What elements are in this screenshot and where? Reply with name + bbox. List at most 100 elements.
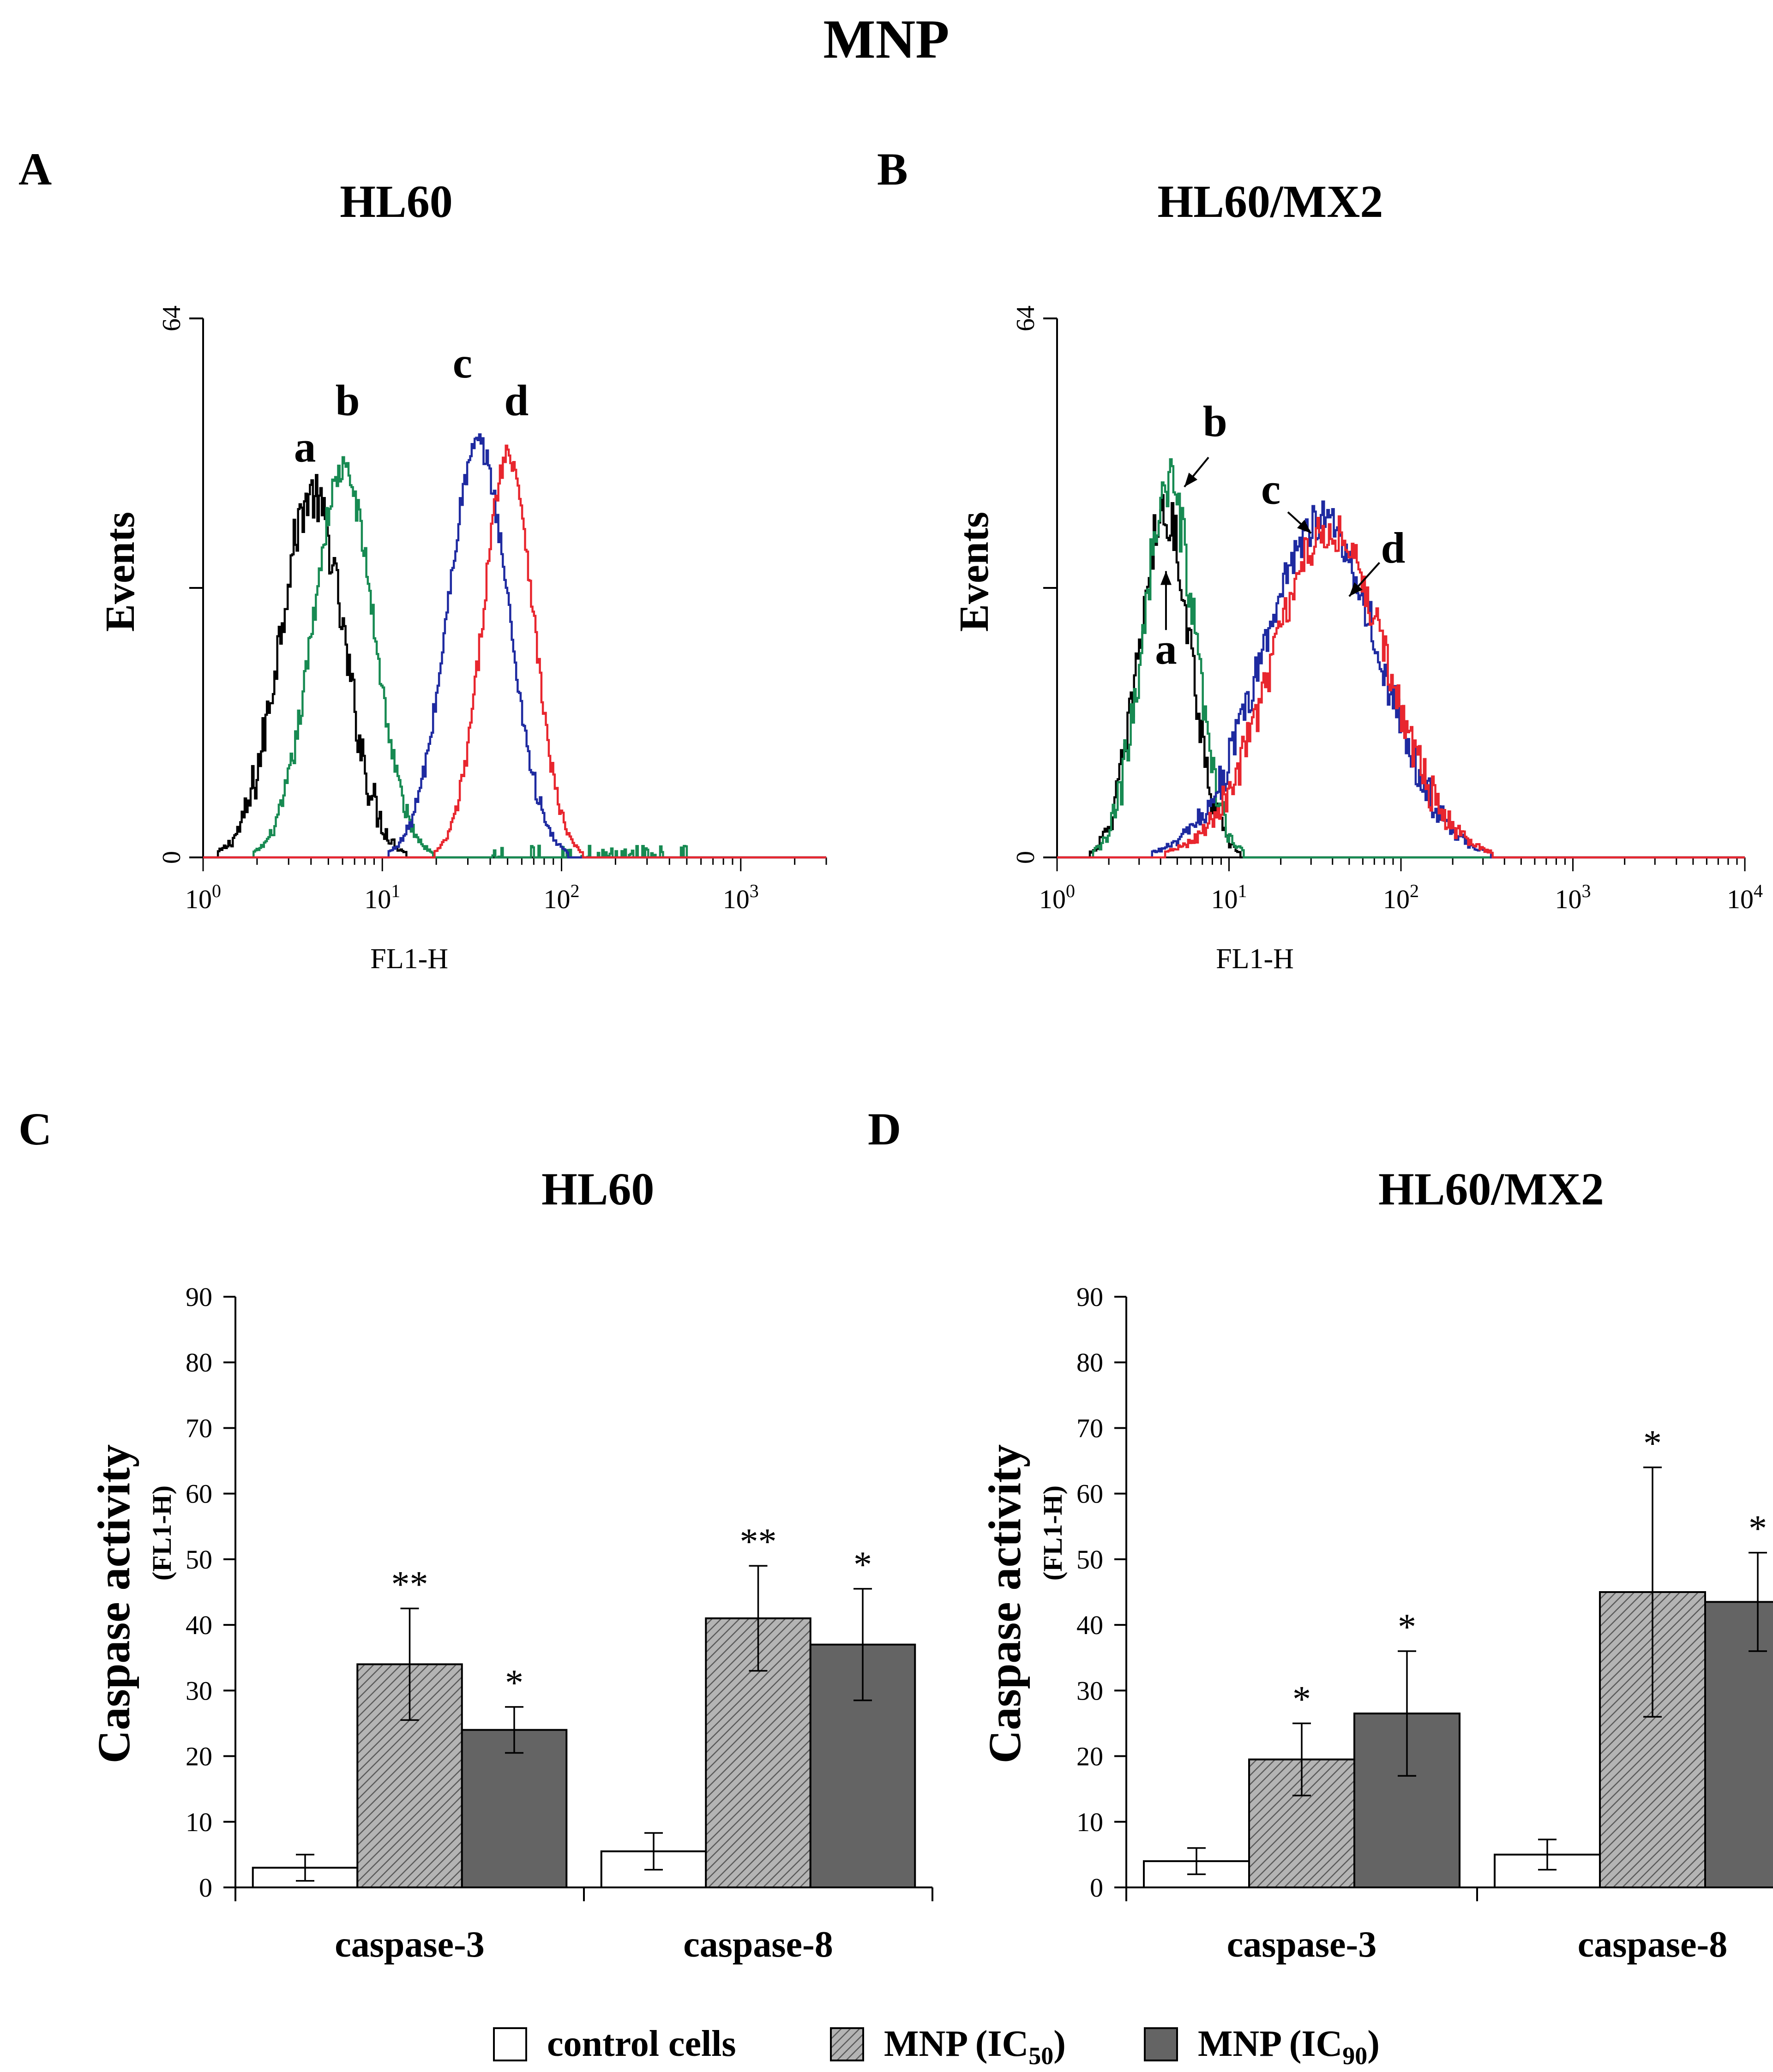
x-tick-base: 10 [1039,884,1066,914]
x-tick-exponent: 3 [750,880,759,901]
y-axis-sublabel: (FL1-H) [147,1485,177,1581]
y-tick-label: 60 [186,1479,212,1509]
panel-letter-b: B [877,144,908,195]
y-axis-label: Caspase activity [979,1444,1030,1764]
x-tick-exponent: 2 [571,880,580,901]
y-tick-label: 80 [186,1347,212,1377]
legend-swatch-2 [1144,2027,1178,2061]
histogram-curve-d [1057,515,1745,859]
curve-label-c: c [1261,465,1280,514]
y-tick-label: 50 [186,1545,212,1575]
x-tick-label: 102 [544,880,580,914]
curve-label-b: b [336,376,360,425]
legend-subscript: 90 [1342,2042,1367,2070]
y-tick-label: 10 [1076,1807,1103,1837]
legend-label-2: MNP (IC90) [1198,2024,1380,2070]
y-tick-label: 40 [1076,1610,1103,1640]
x-tick-base: 10 [1211,884,1238,914]
x-tick-label: 101 [364,880,400,914]
curve-label-a: a [1155,624,1177,673]
category-label: caspase-3 [335,1924,484,1965]
y-tick-label: 0 [1011,851,1040,864]
significance-stars: ** [740,1521,777,1562]
x-tick-exponent: 4 [1754,880,1763,901]
y-tick-label: 40 [186,1610,212,1640]
legend-swatch-1 [830,2027,864,2061]
bar-chart-panel-c: HL600102030405060708090***caspase-3***ca… [88,1163,933,1965]
y-axis-label: Events [951,512,997,632]
x-tick-exponent: 1 [1238,880,1247,901]
significance-stars: * [1398,1607,1416,1647]
x-tick-exponent: 2 [1410,880,1419,901]
y-tick-label: 20 [186,1742,212,1772]
y-tick-label: 90 [186,1282,212,1312]
x-axis-label: FL1-H [1216,943,1294,975]
y-tick-label: 0 [1090,1873,1103,1903]
y-tick-label: 10 [186,1807,212,1837]
x-tick-label: 103 [1555,880,1591,914]
curve-label-b: b [1203,397,1227,446]
arrow-head-a [1160,571,1172,585]
curve-label-d: d [1381,523,1406,572]
legend-text: MNP (IC [884,2024,1028,2064]
y-axis-label: Events [97,512,143,632]
significance-stars: * [1292,1679,1311,1719]
legend-label-0: control cells [547,2024,736,2064]
arrow-head-b [1184,473,1198,487]
x-tick-base: 10 [1383,884,1410,914]
curve-label-a: a [294,422,316,471]
x-tick-exponent: 3 [1582,880,1591,901]
significance-stars: * [853,1545,872,1585]
y-tick-label: 0 [199,1873,212,1903]
chart-title: HL60 [340,176,452,227]
legend-text: control cells [547,2024,736,2064]
legend-close: ) [1367,2024,1380,2064]
x-tick-base: 10 [723,884,750,914]
chart-title: HL60/MX2 [1157,176,1383,227]
bar-chart-panel-d: HL60/MX2 0 10 20 30 40 50 60 70 80 90 * * caspase-3 * *… [979,1163,1773,1965]
legend-subscript: 50 [1028,2042,1053,2070]
figure-title: MNP [823,8,949,70]
legend: control cells MNP (IC50) MNP (IC90) [493,2024,1380,2070]
legend-swatch-0 [493,2027,527,2061]
histogram-curve-a [203,474,826,859]
histogram-curve-d [203,444,826,859]
y-tick-label: 64 [157,305,186,331]
chart-title: HL60/MX2 [1378,1163,1604,1215]
x-tick-label: 101 [1211,880,1247,914]
y-axis-label: Caspase activity [88,1444,139,1764]
y-tick-label: 20 [1076,1742,1103,1772]
category-label: caspase-8 [1578,1924,1727,1965]
x-tick-label: 100 [185,880,221,914]
x-tick-base: 10 [185,884,212,914]
arrow-head-d [1349,582,1363,597]
panel-letter-c: C [18,1103,52,1155]
y-tick-label: 70 [1076,1413,1103,1443]
significance-stars: * [1749,1509,1767,1549]
x-tick-exponent: 0 [1066,880,1075,901]
histogram-curve-b [203,456,826,859]
x-tick-label: 104 [1727,880,1763,914]
x-tick-base: 10 [544,884,571,914]
y-tick-label: 80 [1076,1347,1103,1377]
panel-letter-a: A [18,144,52,195]
curve-label-c: c [453,338,472,387]
chart-title: HL60 [541,1163,654,1215]
significance-stars: * [1643,1423,1662,1464]
x-tick-exponent: 1 [391,880,400,901]
y-tick-label: 90 [1076,1282,1103,1312]
x-tick-base: 10 [1727,884,1754,914]
x-axis-label: FL1-H [370,943,448,975]
category-label: caspase-3 [1227,1924,1376,1965]
x-tick-base: 10 [1555,884,1582,914]
y-tick-label: 60 [1076,1479,1103,1509]
x-tick-base: 10 [364,884,391,914]
x-tick-label: 102 [1383,880,1419,914]
arrow-head-c [1297,520,1311,533]
legend-label-1: MNP (IC50) [884,2024,1066,2070]
bar-caspase-8-2 [1704,1601,1773,1888]
x-tick-label: 100 [1039,880,1075,914]
panel-letter-d: D [868,1103,901,1155]
